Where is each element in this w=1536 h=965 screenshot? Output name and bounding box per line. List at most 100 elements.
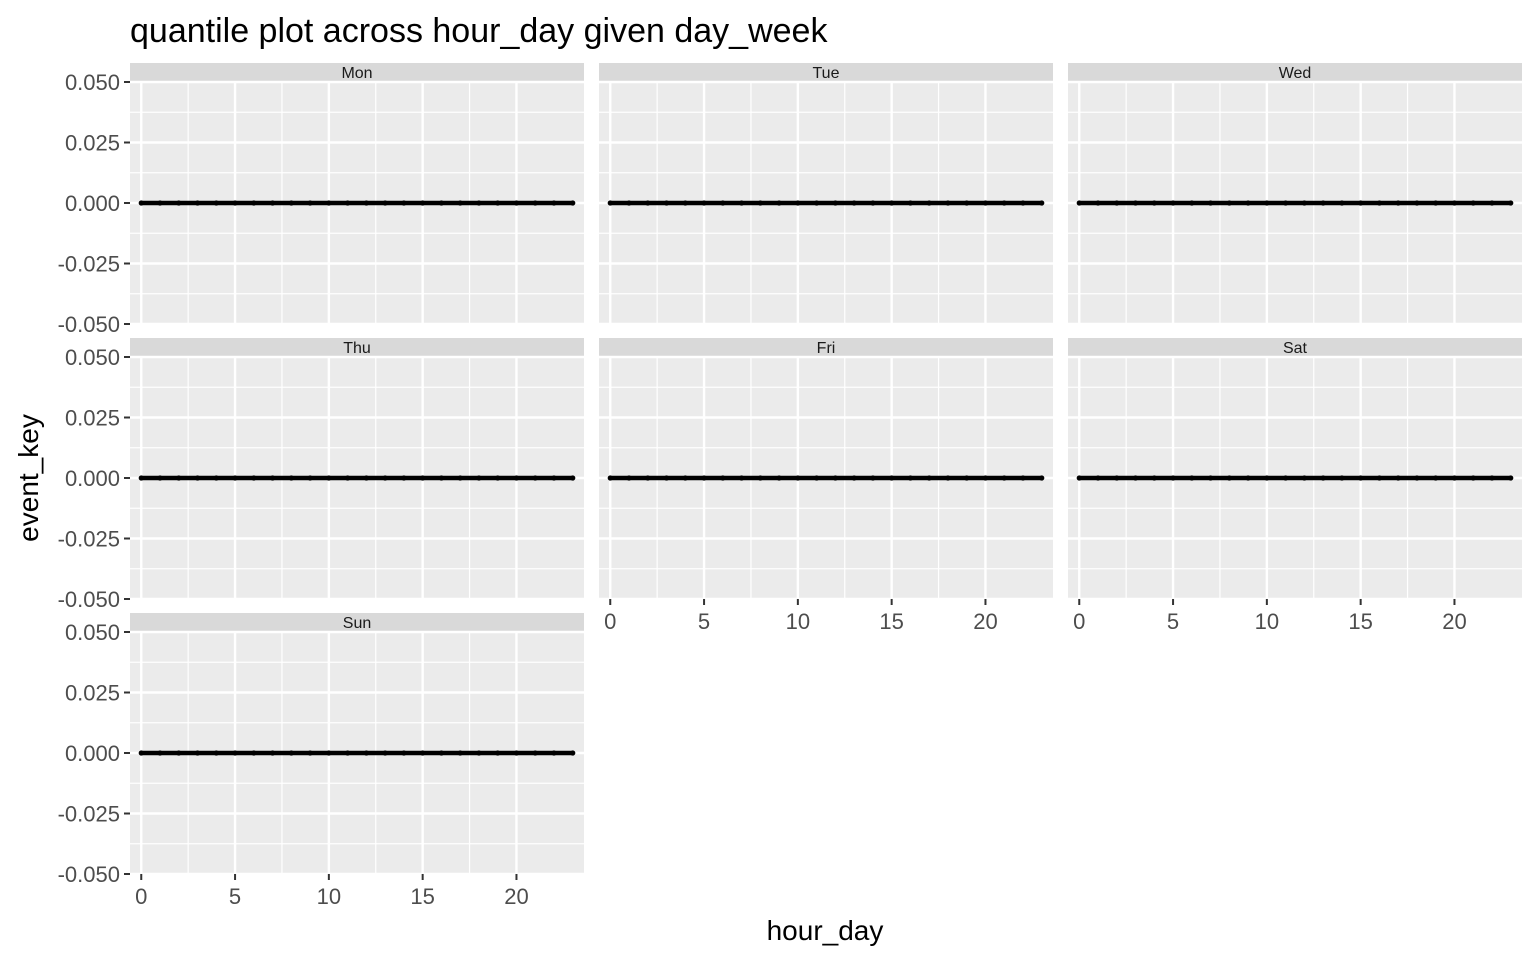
- data-point: [401, 475, 407, 481]
- facet-panel-thu: Thu 0.050 0.025 0.000 -0.025 -0.050: [58, 338, 584, 612]
- x-tick-label: 10: [317, 884, 341, 909]
- data-point: [1095, 200, 1101, 206]
- data-point: [1489, 200, 1495, 206]
- y-tick-label: 0.050: [65, 620, 120, 645]
- data-point: [363, 750, 369, 756]
- data-point: [645, 200, 651, 206]
- data-point: [645, 475, 651, 481]
- data-point: [1320, 200, 1326, 206]
- y-tick-label: 0.025: [65, 681, 120, 706]
- data-point: [363, 200, 369, 206]
- data-point: [1376, 475, 1383, 481]
- data-point: [476, 200, 482, 206]
- data-point: [701, 475, 707, 481]
- facet-strip-label: Tue: [813, 65, 840, 82]
- x-tick-label: 0: [1073, 609, 1085, 634]
- x-tick-label: 0: [604, 609, 616, 634]
- x-axis-label: hour_day: [767, 915, 884, 946]
- data-point: [1114, 475, 1120, 481]
- y-axis-label: event_key: [13, 414, 44, 542]
- data-point: [1001, 200, 1007, 206]
- x-tick-label: 20: [1442, 609, 1466, 634]
- data-point: [1132, 475, 1139, 481]
- y-tick-label: -0.050: [58, 312, 120, 337]
- y-tick-label: -0.025: [58, 802, 120, 827]
- facet-panel-mon: Mon 0.050 0.025 0.000 -0.025 -0.050: [58, 63, 584, 337]
- data-point: [1283, 475, 1289, 481]
- data-point: [776, 475, 782, 481]
- data-point: [382, 200, 388, 206]
- data-point: [513, 750, 520, 756]
- facet-panel-sat: Sat 0 5 10 15 20: [1068, 338, 1522, 634]
- data-point: [1433, 475, 1439, 481]
- data-point: [1320, 475, 1326, 481]
- x-tick-label: 15: [1348, 609, 1372, 634]
- facet-strip-label: Fri: [817, 340, 836, 357]
- x-tick-label: 5: [1167, 609, 1179, 634]
- data-point: [307, 475, 313, 481]
- data-point: [476, 475, 482, 481]
- data-point: [307, 750, 313, 756]
- data-point: [251, 475, 257, 481]
- data-point: [1189, 200, 1195, 206]
- data-point: [138, 475, 144, 481]
- data-point: [1151, 475, 1157, 481]
- data-point: [438, 475, 445, 481]
- facet-strip: [1068, 338, 1522, 357]
- data-point: [1395, 200, 1401, 206]
- data-point: [570, 475, 576, 481]
- data-point: [438, 750, 445, 756]
- x-tick-label: 5: [698, 609, 710, 634]
- data-point: [213, 475, 219, 481]
- facet-strip: [599, 338, 1053, 357]
- facet-strip-label: Wed: [1279, 65, 1312, 82]
- y-tick-label: -0.025: [58, 252, 120, 277]
- data-point: [1076, 475, 1082, 481]
- data-point: [401, 200, 407, 206]
- data-point: [1339, 200, 1345, 206]
- data-point: [1283, 200, 1289, 206]
- x-tick-label: 5: [229, 884, 241, 909]
- data-point: [194, 475, 201, 481]
- data-point: [232, 475, 238, 481]
- facet-strip-label: Thu: [343, 340, 371, 357]
- data-point: [1095, 475, 1101, 481]
- chart-title: quantile plot across hour_day given day_…: [130, 12, 828, 50]
- data-point: [907, 200, 914, 206]
- data-point: [851, 200, 857, 206]
- x-tick-label: 0: [135, 884, 147, 909]
- data-point: [851, 475, 857, 481]
- data-point: [457, 200, 463, 206]
- data-point: [964, 200, 970, 206]
- data-point: [870, 475, 876, 481]
- data-point: [1207, 475, 1214, 481]
- data-point: [570, 750, 576, 756]
- data-point: [157, 475, 163, 481]
- data-point: [457, 750, 463, 756]
- data-point: [363, 475, 369, 481]
- data-point: [1414, 475, 1420, 481]
- data-point: [945, 200, 951, 206]
- data-point: [1132, 200, 1139, 206]
- data-point: [288, 475, 294, 481]
- facet-strip: [130, 63, 584, 82]
- facet-strip-label: Sat: [1283, 340, 1308, 357]
- data-point: [626, 200, 632, 206]
- data-point: [1170, 200, 1176, 206]
- data-point: [232, 750, 238, 756]
- data-point: [1414, 200, 1420, 206]
- data-point: [738, 475, 745, 481]
- data-point: [1451, 200, 1458, 206]
- data-point: [1451, 475, 1458, 481]
- data-point: [495, 750, 501, 756]
- data-point: [870, 200, 876, 206]
- data-point: [438, 200, 445, 206]
- x-tick-label: 10: [1255, 609, 1279, 634]
- data-point: [1433, 200, 1439, 206]
- y-tick-label: 0.025: [65, 406, 120, 431]
- data-point: [1508, 475, 1514, 481]
- facet-strip-label: Sun: [343, 615, 371, 632]
- data-point: [1020, 200, 1026, 206]
- data-point: [382, 750, 388, 756]
